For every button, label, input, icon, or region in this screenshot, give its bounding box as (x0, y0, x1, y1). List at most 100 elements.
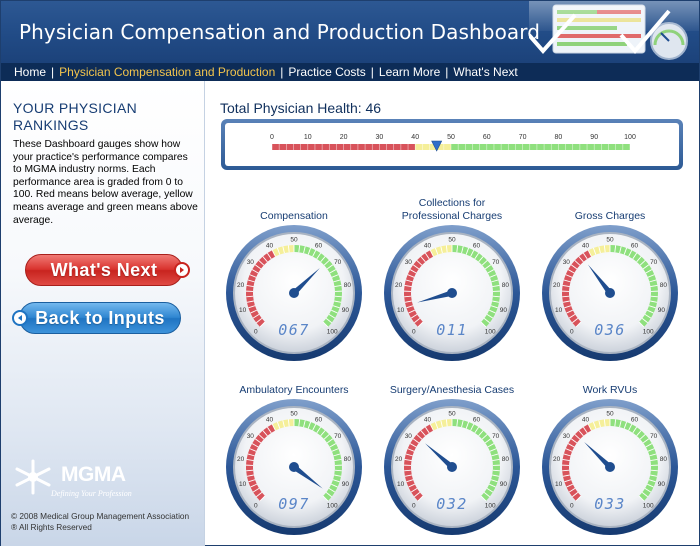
gauge-red-zone (562, 424, 592, 501)
gauge-scale-label: 60 (473, 416, 481, 423)
gauge-scale-label: 0 (412, 329, 416, 336)
health-scale-label: 90 (590, 134, 598, 141)
gauge-needle-hub (447, 288, 457, 298)
gauge-scale-label: 0 (412, 503, 416, 510)
total-health-title: Total Physician Health: 46 (220, 100, 382, 116)
gauge-title: Ambulatory Encounters (239, 384, 349, 396)
gauge-scale-label: 0 (570, 329, 574, 336)
gauge-dial: 0 10 20 30 40 50 60 70 80 90 100 036 (542, 225, 678, 361)
gauge-needle (292, 464, 323, 489)
gauge-needle (424, 443, 454, 470)
back-to-inputs-button[interactable]: Back to Inputs (12, 302, 181, 334)
health-scale-label: 100 (624, 134, 636, 141)
gauge-dial: 0 10 20 30 40 50 60 70 80 90 100 032 (384, 399, 520, 535)
gauge-scale-label: 80 (502, 456, 510, 463)
gauge-scale-label: 70 (492, 433, 500, 440)
gauge-scale-label: 90 (342, 481, 350, 488)
gauge-scale-label: 10 (239, 481, 247, 488)
gauge-scale-label: 100 (643, 329, 654, 336)
copyright-notice: © 2008 Medical Group Management Associat… (11, 511, 190, 532)
gauge-scale-label: 0 (254, 503, 258, 510)
health-scale-label: 80 (555, 134, 563, 141)
mgma-logo: MGMA Defining Your Profession (11, 457, 141, 507)
gauge-scale-label: 100 (485, 503, 496, 510)
whats-next-button[interactable]: What's Next (25, 254, 190, 286)
arrow-right-icon (174, 262, 190, 278)
arrow-left-icon (12, 310, 28, 326)
gauge-needle-hub (605, 288, 615, 298)
gauge-scale-label: 50 (606, 237, 614, 244)
gauge-scale-label: 20 (553, 282, 561, 289)
gauge-readout: 033 (594, 495, 626, 513)
gauge-title: Surgery/Anesthesia Cases (389, 384, 515, 396)
gauge-scale-label: 30 (247, 259, 255, 266)
app-title: Physician Compensation and Production Da… (19, 20, 541, 44)
gauge-readout: 067 (278, 321, 310, 339)
gauge-scale-label: 30 (563, 259, 571, 266)
gauge-scale-label: 30 (405, 259, 413, 266)
gauge-scale-label: 70 (650, 433, 658, 440)
gauge-scale-label: 40 (424, 416, 432, 423)
gauge-scale-label: 70 (334, 259, 342, 266)
nav-physician-compensation[interactable]: Physician Compensation and Production (59, 65, 276, 79)
gauge-scale-label: 10 (555, 481, 563, 488)
gauge-scale-label: 70 (650, 259, 658, 266)
gauge-scale-label: 0 (570, 503, 574, 510)
gauge-1: Compensation 0 10 20 30 40 50 60 70 80 90 100 067 (224, 210, 364, 361)
health-scale-label: 0 (270, 134, 274, 141)
health-bar-green-zone (451, 144, 630, 150)
gauge-scale-label: 90 (500, 481, 508, 488)
gauge-green-zone (294, 419, 342, 501)
total-health-panel: 0 10 20 30 40 50 60 70 80 90 100 (221, 119, 683, 170)
gauge-dial: 0 10 20 30 40 50 60 70 80 90 100 033 (542, 399, 678, 535)
gauge-scale-label: 80 (660, 456, 668, 463)
gauge-red-zone (246, 250, 276, 327)
gauge-scale-label: 80 (344, 456, 352, 463)
back-to-inputs-label: Back to Inputs (35, 307, 165, 328)
rankings-heading: YOUR PHYSICIAN RANKINGS (13, 100, 137, 133)
gauge-needle-hub (605, 462, 615, 472)
gauge-needle (417, 290, 453, 303)
health-bar-yellow-zone (415, 144, 451, 150)
gauge-scale-label: 70 (492, 259, 500, 266)
nav-practice-costs[interactable]: Practice Costs (288, 65, 366, 79)
nav-whats-next[interactable]: What's Next (453, 65, 518, 79)
gauge-scale-label: 10 (555, 307, 563, 314)
nav-home[interactable]: Home (14, 65, 47, 79)
gauge-scale-label: 70 (334, 433, 342, 440)
gauge-needle (292, 267, 320, 296)
health-scale-label: 60 (483, 134, 491, 141)
health-scale-label: 50 (447, 134, 455, 141)
gauge-green-zone (610, 245, 658, 327)
gauge-title: Compensation (260, 210, 328, 222)
gauge-scale-label: 60 (315, 242, 323, 249)
gauge-scale-label: 50 (290, 237, 298, 244)
gauge-readout: 032 (436, 495, 468, 513)
gauge-red-zone (404, 250, 434, 327)
gauge-4: Ambulatory Encounters 0 10 20 30 40 50 60 70 80 90… (224, 384, 364, 535)
total-health-bar: 0 10 20 30 40 50 60 70 80 90 100 (270, 134, 636, 152)
sidebar: YOUR PHYSICIAN RANKINGS These Dashboard … (1, 81, 205, 546)
gauge-needle-hub (289, 288, 299, 298)
gauge-title: Collections for Professional Charges (401, 197, 503, 222)
gauge-scale-label: 100 (327, 329, 338, 336)
mgma-tagline: Defining Your Profession (51, 489, 132, 498)
gauge-readout: 036 (594, 321, 626, 339)
gauge-scale-label: 10 (397, 307, 405, 314)
gauge-scale-label: 20 (237, 456, 245, 463)
gauge-scale-label: 10 (239, 307, 247, 314)
main-nav: Home | Physician Compensation and Produc… (1, 63, 699, 81)
gauge-red-zone (246, 424, 276, 501)
gauge-scale-label: 40 (266, 416, 274, 423)
gauge-scale-label: 100 (327, 503, 338, 510)
gauge-dial: 0 10 20 30 40 50 60 70 80 90 100 067 (226, 225, 362, 361)
gauge-dial: 0 10 20 30 40 50 60 70 80 90 100 011 (384, 225, 520, 361)
gauge-red-zone (404, 424, 434, 501)
mgma-star-icon (15, 459, 51, 495)
health-scale-label: 30 (376, 134, 384, 141)
gauge-scale-label: 100 (485, 329, 496, 336)
gauge-scale-label: 90 (342, 307, 350, 314)
gauge-scale-label: 0 (254, 329, 258, 336)
gauge-green-zone (452, 419, 500, 501)
nav-learn-more[interactable]: Learn More (378, 65, 441, 79)
